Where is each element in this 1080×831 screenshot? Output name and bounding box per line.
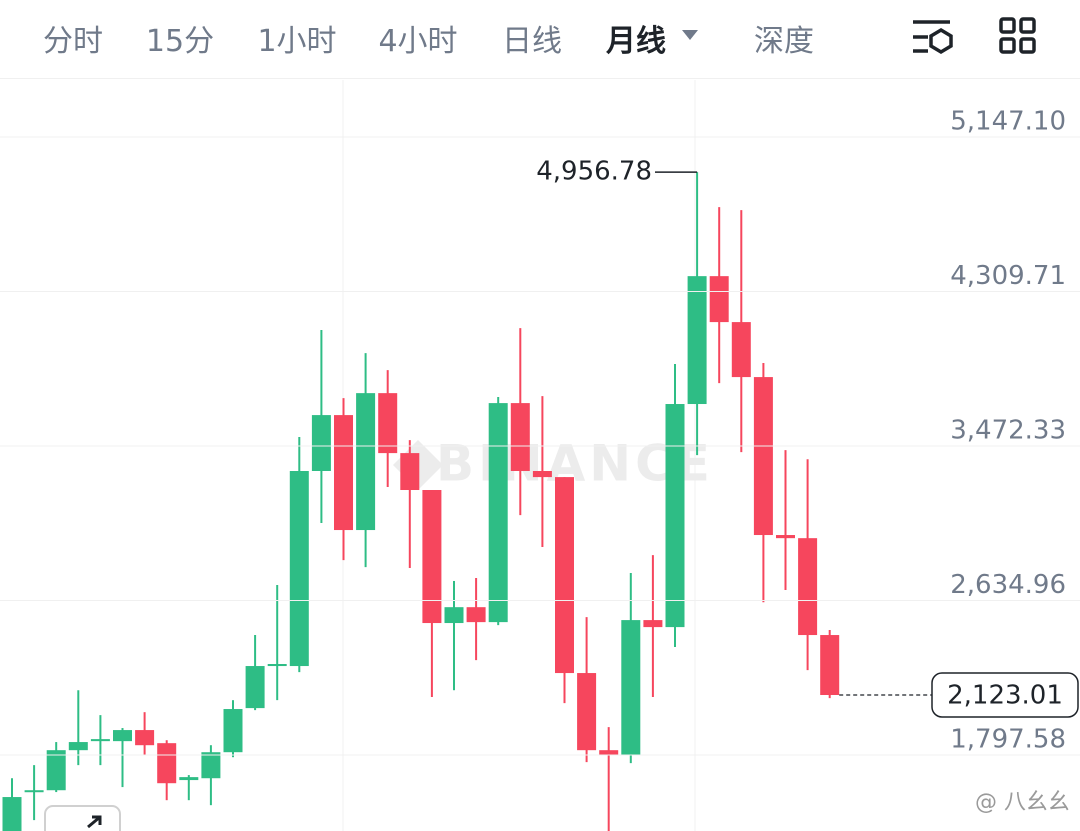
tab[interactable]: 4小时 xyxy=(378,24,458,59)
candle-body xyxy=(555,477,574,674)
candle-body xyxy=(776,535,795,539)
y-tick-label: 5,147.10 xyxy=(950,106,1066,136)
tab[interactable]: 日线 xyxy=(502,24,562,59)
layout-icon[interactable] xyxy=(999,17,1036,54)
candle-body xyxy=(820,635,840,696)
candle-body xyxy=(356,393,376,531)
footer-watermark: @ 八幺幺 xyxy=(975,790,1070,815)
candle-body xyxy=(2,797,22,831)
candle-body xyxy=(753,377,773,536)
y-tick-label: 1,797.58 xyxy=(950,725,1066,755)
y-tick-label: 2,634.96 xyxy=(950,570,1066,600)
candle-body xyxy=(488,403,508,623)
tab[interactable]: 1小时 xyxy=(257,24,337,59)
candle-body xyxy=(179,777,199,781)
tab[interactable]: 月线 xyxy=(606,24,666,59)
timeframe-tabs: 分时 15分 1小时 4小时 日线 月线 深度 xyxy=(0,0,1080,79)
candle-body xyxy=(400,453,420,491)
candle-body xyxy=(422,490,442,624)
candle-body xyxy=(24,790,44,793)
candle-body xyxy=(267,664,287,667)
candle-body xyxy=(223,709,243,753)
candle-body xyxy=(510,403,530,471)
candle-body xyxy=(157,743,177,784)
candle-body xyxy=(68,742,88,751)
candle-body xyxy=(621,620,641,756)
candle-body xyxy=(113,730,132,742)
dropdown-arrow[interactable] xyxy=(682,30,698,40)
candle-body xyxy=(532,470,552,478)
candle-body xyxy=(599,750,619,756)
last-price-box xyxy=(931,672,1079,718)
last-price-label: 2,123.01 xyxy=(947,681,1063,711)
candle-body xyxy=(378,393,398,454)
candle-body xyxy=(135,730,155,746)
candle-body xyxy=(798,538,818,636)
candle-body xyxy=(444,607,464,624)
candle-body xyxy=(46,750,66,791)
y-tick-label: 3,472.33 xyxy=(950,416,1066,446)
candle-body xyxy=(709,276,729,323)
candle-body xyxy=(201,752,221,779)
candle-body xyxy=(289,470,309,667)
candle-body xyxy=(466,607,486,623)
candle-body xyxy=(665,404,685,628)
y-tick-label: 4,309.71 xyxy=(950,261,1066,291)
high-annotation: 4,956.78 xyxy=(536,157,652,187)
candle-body xyxy=(731,322,751,378)
candle-body xyxy=(334,415,353,531)
indicator-icon[interactable] xyxy=(913,20,953,55)
candle-body xyxy=(687,276,707,405)
tab[interactable]: 15分 xyxy=(145,24,215,59)
tab[interactable]: 深度 xyxy=(754,24,814,59)
tool-button[interactable] xyxy=(44,805,121,831)
candle-body xyxy=(577,673,597,751)
candle-body xyxy=(245,666,265,709)
tab[interactable]: 分时 xyxy=(43,24,103,59)
candle-body xyxy=(643,620,663,628)
tool-icon xyxy=(87,815,102,829)
candle-body xyxy=(90,739,110,742)
candle-body xyxy=(311,415,331,471)
